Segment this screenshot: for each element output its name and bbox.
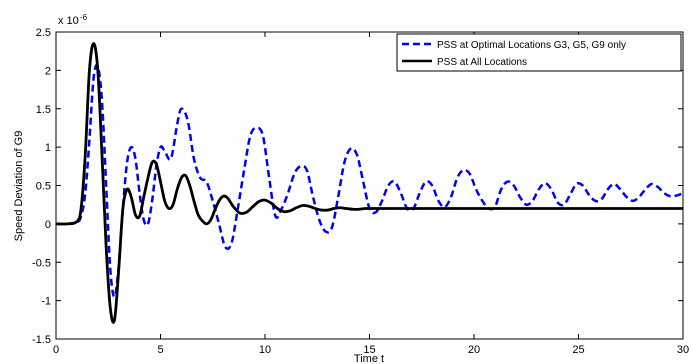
- y-multiplier-label: x 10: [58, 15, 79, 27]
- y-tick-label: 2: [45, 65, 51, 77]
- x-axis-label: Time t: [354, 353, 384, 364]
- x-axis-ticks: 0 5 10 15 20 25 30: [53, 32, 689, 356]
- x-tick-label: 0: [53, 344, 59, 356]
- x-tick-label: 5: [157, 344, 163, 356]
- legend-label-series-2: PSS at All Locations: [437, 57, 527, 68]
- y-tick-label: -0.5: [32, 257, 51, 269]
- x-tick-label: 10: [259, 344, 271, 356]
- series-line-1: [55, 63, 684, 299]
- legend-box: [396, 33, 682, 72]
- plot-area: [55, 31, 684, 340]
- y-tick-label: -1.5: [32, 334, 51, 346]
- y-tick-label: 0: [45, 219, 51, 231]
- legend: PSS at Optimal Locations G3, G5, G9 only…: [396, 33, 682, 72]
- series-layer: [55, 42, 684, 324]
- y-tick-label: 2.5: [36, 27, 51, 39]
- y-tick-label: 1: [45, 142, 51, 154]
- x-tick-label: 20: [468, 344, 480, 356]
- y-multiplier-exponent: -6: [80, 13, 88, 22]
- y-tick-label: 1.5: [36, 104, 51, 116]
- y-axis-label: Speed Deviation of G9: [13, 131, 25, 242]
- x-tick-label: 15: [363, 344, 375, 356]
- x-tick-label: 25: [572, 344, 584, 356]
- y-tick-label: 0.5: [36, 181, 51, 193]
- x-tick-label: 30: [677, 344, 689, 356]
- series-line-2: [55, 42, 683, 324]
- legend-label-series-1: PSS at Optimal Locations G3, G5, G9 only: [437, 40, 626, 51]
- y-tick-label: -1: [41, 296, 51, 308]
